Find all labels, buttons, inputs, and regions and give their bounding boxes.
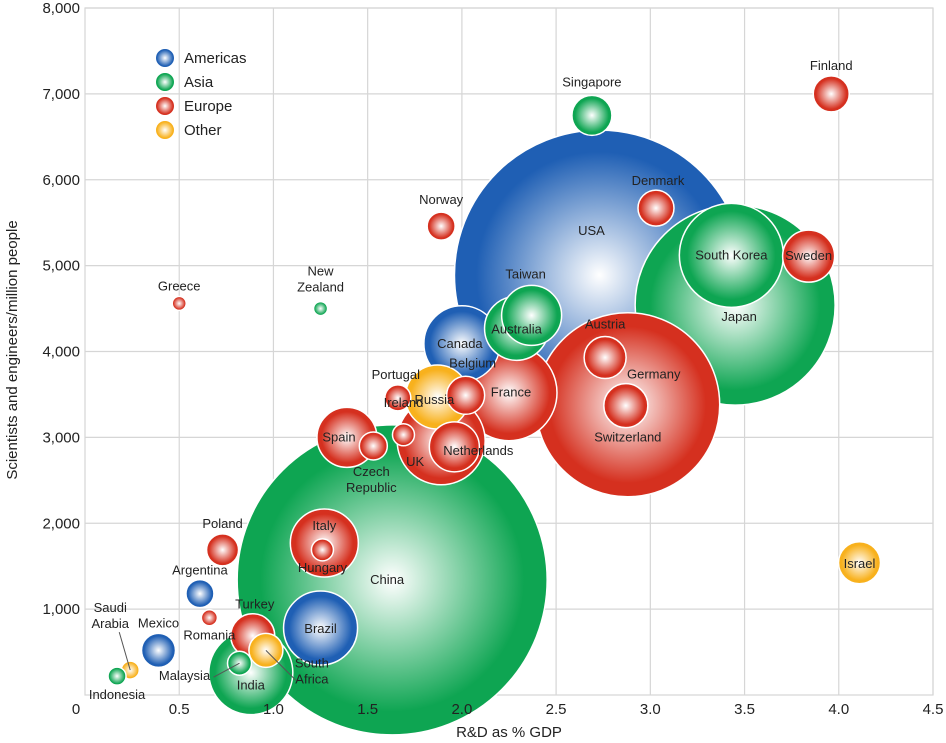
label-czech-republic: Czech Republic <box>346 464 397 495</box>
label-romania: Romania <box>183 628 236 643</box>
label-mexico: Mexico <box>138 615 179 630</box>
y-tick-label: 1,000 <box>42 601 80 618</box>
y-tick-label: 6,000 <box>42 172 80 189</box>
label-hungary: Hungary <box>298 560 348 575</box>
y-tick-label: 5,000 <box>42 258 80 275</box>
label-israel: Israel <box>844 556 876 571</box>
bubble-belgium <box>445 375 486 416</box>
x-tick-label: 3.5 <box>734 701 755 718</box>
bubble-hungary <box>310 538 335 562</box>
legend-marker-europe <box>155 96 175 116</box>
label-sweden: Sweden <box>785 248 832 263</box>
x-tick-label: 1.0 <box>263 701 284 718</box>
y-tick-label: 8,000 <box>42 0 80 17</box>
bubble-ireland <box>391 423 416 447</box>
bubble-mexico <box>140 632 177 669</box>
legend-marker-americas <box>155 48 175 68</box>
y-tick-label: 3,000 <box>42 429 80 446</box>
legend-marker-other <box>155 120 175 140</box>
label-india: India <box>237 678 266 693</box>
bubble-singapore <box>571 94 613 137</box>
label-switzerland: Switzerland <box>594 430 661 445</box>
y-tick-label: 2,000 <box>42 515 80 532</box>
bubble-greece <box>171 295 187 312</box>
label-malaysia: Malaysia <box>159 668 211 683</box>
label-uk: UK <box>406 454 424 469</box>
label-spain: Spain <box>322 429 355 444</box>
bubble-indonesia <box>107 666 127 686</box>
origin-tick-label: 0 <box>72 701 80 718</box>
label-portugal: Portugal <box>372 367 421 382</box>
legend-label-asia: Asia <box>184 74 214 91</box>
bubble-argentina <box>185 578 215 609</box>
legend-label-americas: Americas <box>184 50 247 67</box>
label-poland: Poland <box>202 516 242 531</box>
y-axis-label: Scientists and engineers/million people <box>4 220 21 479</box>
leader-line-malaysia <box>213 662 240 678</box>
label-greece: Greece <box>158 278 201 293</box>
tick-labels: 0.5 1.0 1.5 2.0 2.5 3.0 3.5 4.0 4.5 1,000 2,000 3,0… <box>42 0 943 718</box>
legend-label-europe: Europe <box>184 98 232 115</box>
bubble-switzerland <box>603 382 649 429</box>
label-finland: Finland <box>810 58 853 73</box>
label-belgium: Belgium <box>449 355 496 370</box>
label-australia: Australia <box>491 321 542 336</box>
bubble-finland <box>812 75 850 113</box>
label-saudi-arabia: Saudi Arabia <box>91 600 129 631</box>
label-turkey: Turkey <box>235 597 275 612</box>
bubble-israel <box>837 541 882 585</box>
label-norway: Norway <box>419 192 464 207</box>
leader-line-saudi-arabia <box>118 631 131 671</box>
label-indonesia: Indonesia <box>89 687 146 702</box>
x-tick-label: 4.0 <box>828 701 849 718</box>
bubbles <box>107 75 882 736</box>
label-austria: Austria <box>585 317 626 332</box>
bubble-labels: USA China Japan Germany South Korea France UK I… <box>89 58 876 702</box>
label-germany: Germany <box>627 367 681 382</box>
x-tick-label: 1.5 <box>357 701 378 718</box>
bubble-new-zealand <box>312 300 329 317</box>
y-tick-label: 4,000 <box>42 344 80 361</box>
bubble-denmark <box>637 189 675 227</box>
label-netherlands: Netherlands <box>443 443 514 458</box>
x-tick-label: 3.0 <box>640 701 661 718</box>
x-tick-label: 2.0 <box>451 701 472 718</box>
bubble-sweden <box>781 229 836 283</box>
label-russia: Russia <box>415 392 456 407</box>
label-usa: USA <box>578 223 605 238</box>
label-italy: Italy <box>312 518 336 533</box>
label-singapore: Singapore <box>562 74 621 89</box>
bubble-norway <box>426 211 456 241</box>
label-argentina: Argentina <box>172 563 228 578</box>
x-axis-label: R&D as % GDP <box>456 724 562 741</box>
label-taiwan: Taiwan <box>505 266 545 281</box>
bubble-taiwan <box>500 284 563 347</box>
label-japan: Japan <box>721 309 756 324</box>
label-brazil: Brazil <box>304 621 337 636</box>
label-south-africa: South Africa <box>295 655 329 686</box>
bubble-brazil <box>282 590 359 666</box>
label-france: France <box>491 385 531 400</box>
y-tick-label: 7,000 <box>42 86 80 103</box>
label-denmark: Denmark <box>632 173 685 188</box>
bubble-netherlands <box>428 421 481 473</box>
x-tick-label: 4.5 <box>923 701 944 718</box>
bubble-poland <box>205 533 240 567</box>
label-south-korea: South Korea <box>695 247 768 262</box>
label-china: China <box>370 572 405 587</box>
x-tick-label: 2.5 <box>546 701 567 718</box>
label-canada: Canada <box>437 336 483 351</box>
label-ireland: Ireland <box>384 395 424 410</box>
legend-label-other: Other <box>184 122 222 139</box>
legend: Americas Asia Europe Other <box>155 48 247 140</box>
bubble-austria <box>583 335 627 380</box>
bubble-portugal <box>384 384 412 412</box>
x-tick-label: 0.5 <box>169 701 190 718</box>
label-new-zealand: New Zealand <box>297 264 344 295</box>
bubble-czech-republic <box>358 431 389 461</box>
legend-marker-asia <box>155 72 175 92</box>
leader-line-south-africa <box>265 649 297 681</box>
bubble-romania <box>200 608 219 627</box>
